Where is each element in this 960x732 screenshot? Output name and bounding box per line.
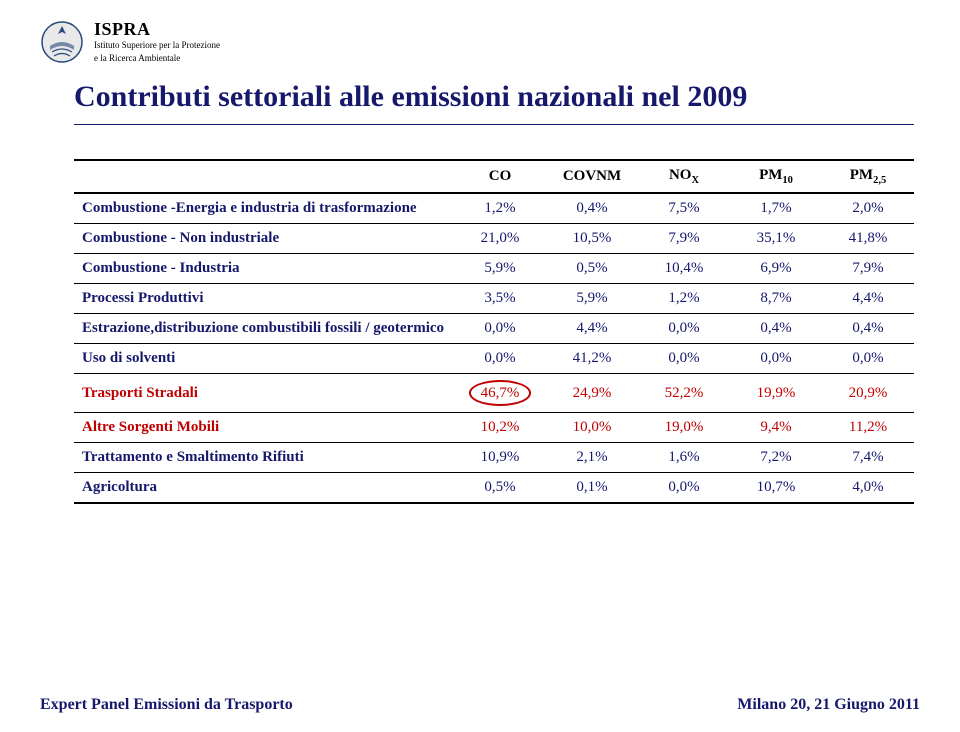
row-value: 41,8%: [822, 224, 914, 254]
row-label: Altre Sorgenti Mobili: [74, 413, 454, 443]
row-value: 0,1%: [546, 473, 638, 504]
table-row: Altre Sorgenti Mobili10,2%10,0%19,0%9,4%…: [74, 413, 914, 443]
row-value: 1,7%: [730, 193, 822, 224]
table-col-header: PM10: [730, 160, 822, 193]
row-value: 10,9%: [454, 443, 546, 473]
emblem-icon: [40, 20, 84, 64]
row-label: Trattamento e Smaltimento Rifiuti: [74, 443, 454, 473]
row-value: 2,0%: [822, 193, 914, 224]
org-sub-line1: Istituto Superiore per la Protezione: [94, 40, 220, 51]
row-value: 0,4%: [822, 314, 914, 344]
row-value: 11,2%: [822, 413, 914, 443]
row-value: 7,4%: [822, 443, 914, 473]
row-value: 0,0%: [454, 314, 546, 344]
table-body: Combustione -Energia e industria di tras…: [74, 193, 914, 503]
row-value: 10,5%: [546, 224, 638, 254]
row-value: 3,5%: [454, 284, 546, 314]
footer: Expert Panel Emissioni da Trasporto Mila…: [40, 696, 920, 714]
row-value: 10,4%: [638, 254, 730, 284]
page-title: Contributi settoriali alle emissioni naz…: [74, 80, 914, 114]
row-value: 1,2%: [454, 193, 546, 224]
row-value: 10,7%: [730, 473, 822, 504]
row-value: 19,0%: [638, 413, 730, 443]
table-row: Agricoltura0,5%0,1%0,0%10,7%4,0%: [74, 473, 914, 504]
table-col-header: NOX: [638, 160, 730, 193]
row-label: Uso di solventi: [74, 344, 454, 374]
row-value: 0,0%: [730, 344, 822, 374]
row-value: 8,7%: [730, 284, 822, 314]
table-row: Estrazione,distribuzione combustibili fo…: [74, 314, 914, 344]
row-value: 7,5%: [638, 193, 730, 224]
row-label: Processi Produttivi: [74, 284, 454, 314]
row-label: Trasporti Stradali: [74, 374, 454, 413]
row-value: 4,0%: [822, 473, 914, 504]
row-value: 0,4%: [730, 314, 822, 344]
row-value: 0,0%: [638, 314, 730, 344]
table-header-row: COCOVNMNOXPM10PM2,5: [74, 160, 914, 193]
row-value: 0,5%: [546, 254, 638, 284]
row-value: 1,6%: [638, 443, 730, 473]
row-value: 24,9%: [546, 374, 638, 413]
row-value: 41,2%: [546, 344, 638, 374]
row-value: 7,2%: [730, 443, 822, 473]
row-value: 5,9%: [454, 254, 546, 284]
row-value: 35,1%: [730, 224, 822, 254]
row-value: 6,9%: [730, 254, 822, 284]
row-value: 2,1%: [546, 443, 638, 473]
org-name: ISPRA: [94, 20, 220, 38]
row-value: 7,9%: [638, 224, 730, 254]
title-box: Contributi settoriali alle emissioni naz…: [74, 80, 914, 125]
row-value: 19,9%: [730, 374, 822, 413]
row-value: 5,9%: [546, 284, 638, 314]
table-row: Uso di solventi0,0%41,2%0,0%0,0%0,0%: [74, 344, 914, 374]
table-row: Trasporti Stradali46,7%24,9%52,2%19,9%20…: [74, 374, 914, 413]
table-col-header: [74, 160, 454, 193]
row-value: 0,0%: [454, 344, 546, 374]
table-row: Trattamento e Smaltimento Rifiuti10,9%2,…: [74, 443, 914, 473]
row-value: 9,4%: [730, 413, 822, 443]
row-value: 10,2%: [454, 413, 546, 443]
row-value: 7,9%: [822, 254, 914, 284]
row-value: 4,4%: [822, 284, 914, 314]
table-col-header: PM2,5: [822, 160, 914, 193]
row-value: 52,2%: [638, 374, 730, 413]
row-value: 0,5%: [454, 473, 546, 504]
table-row: Combustione - Non industriale21,0%10,5%7…: [74, 224, 914, 254]
org-sub-line2: e la Ricerca Ambientale: [94, 53, 220, 64]
table-row: Combustione -Energia e industria di tras…: [74, 193, 914, 224]
table-row: Combustione - Industria5,9%0,5%10,4%6,9%…: [74, 254, 914, 284]
row-value: 10,0%: [546, 413, 638, 443]
slide-page: ISPRA Istituto Superiore per la Protezio…: [0, 0, 960, 732]
row-value: 1,2%: [638, 284, 730, 314]
row-value: 0,4%: [546, 193, 638, 224]
row-label: Combustione - Non industriale: [74, 224, 454, 254]
footer-left: Expert Panel Emissioni da Trasporto: [40, 696, 293, 714]
row-label: Agricoltura: [74, 473, 454, 504]
row-value: 0,0%: [638, 344, 730, 374]
row-value: 20,9%: [822, 374, 914, 413]
row-value: 21,0%: [454, 224, 546, 254]
table-head: COCOVNMNOXPM10PM2,5: [74, 160, 914, 193]
row-value: 0,0%: [822, 344, 914, 374]
row-label: Combustione -Energia e industria di tras…: [74, 193, 454, 224]
table-col-header: CO: [454, 160, 546, 193]
footer-right: Milano 20, 21 Giugno 2011: [737, 696, 920, 714]
row-value: 46,7%: [454, 374, 546, 413]
header: ISPRA Istituto Superiore per la Protezio…: [40, 20, 920, 64]
row-value: 4,4%: [546, 314, 638, 344]
row-value: 0,0%: [638, 473, 730, 504]
table-row: Processi Produttivi3,5%5,9%1,2%8,7%4,4%: [74, 284, 914, 314]
org-block: ISPRA Istituto Superiore per la Protezio…: [94, 20, 220, 64]
emissions-table: COCOVNMNOXPM10PM2,5 Combustione -Energia…: [74, 159, 914, 504]
row-label: Estrazione,distribuzione combustibili fo…: [74, 314, 454, 344]
table-col-header: COVNM: [546, 160, 638, 193]
row-label: Combustione - Industria: [74, 254, 454, 284]
